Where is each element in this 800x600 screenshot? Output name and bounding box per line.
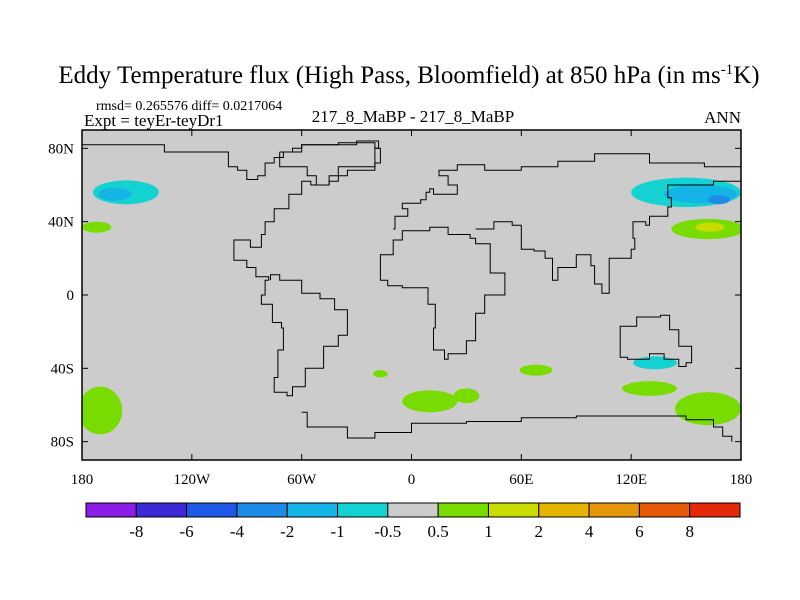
y-tick-label: 40S <box>51 361 74 377</box>
antarctic-outline <box>301 411 733 442</box>
region-south-pacific-east-green-1 <box>622 381 677 396</box>
contour-regions <box>82 177 741 435</box>
center-label: 217_8_MaBP - 217_8_MaBP <box>312 107 514 126</box>
colorbar-box <box>689 502 741 518</box>
colorbar-box <box>236 502 288 518</box>
x-tick-label: 0 <box>408 472 416 488</box>
stats-text: rmsd= 0.265576 diff= 0.0217064 <box>96 99 282 114</box>
colorbar-box <box>588 502 640 518</box>
region-south-atlantic-green-2 <box>402 390 458 413</box>
colorbar-box <box>387 502 439 518</box>
colorbar-box <box>286 502 339 518</box>
asia-south-outline <box>475 174 741 294</box>
region-south-pacific-west-green <box>82 386 123 435</box>
greenland-outline <box>279 140 380 186</box>
colorbar-box <box>186 502 238 518</box>
region-south-atlantic-green-3 <box>453 388 480 404</box>
region-south-indian-green <box>519 364 553 376</box>
region-south-atlantic-green-1 <box>373 370 388 378</box>
x-tick-label: 180 <box>730 472 753 488</box>
colorbar-label: -1 <box>330 522 344 541</box>
colorbar-box <box>85 502 137 518</box>
eurasia-outline <box>393 153 741 230</box>
colorbar-label: 4 <box>585 522 594 541</box>
region-north-pacific-west-green <box>82 221 112 233</box>
x-tick-label: 180 <box>71 472 94 488</box>
region-north-pacific-east-core <box>708 195 731 205</box>
axis-ticks: 180 120W 60W 0 60E 120E 180 80N 40N 0 40S 80S <box>48 130 752 488</box>
colorbar-label: -8 <box>129 522 143 541</box>
colorbar-box <box>487 502 540 518</box>
map-background <box>82 130 741 460</box>
colorbar-label: -0.5 <box>374 522 401 541</box>
chart-title: Eddy Temperature flux (High Pass, Bloomf… <box>58 62 759 89</box>
region-south-pacific-east-green-2 <box>675 392 741 426</box>
colorbar-box <box>538 502 590 518</box>
y-tick-label: 0 <box>67 288 75 304</box>
africa-outline <box>379 226 506 360</box>
colorbar-label: 8 <box>685 522 694 541</box>
region-north-pacific-west-blue <box>98 187 132 201</box>
colorbar-label: -6 <box>180 522 194 541</box>
x-tick-label: 60W <box>287 472 317 488</box>
right-label: ANN <box>704 108 741 127</box>
coastlines <box>82 140 741 442</box>
colorbar-label: 1 <box>484 522 493 541</box>
south-america-outline <box>260 274 348 397</box>
colorbar-box <box>337 502 389 518</box>
x-tick-label: 60E <box>509 472 533 488</box>
colorbar-label: -4 <box>230 522 245 541</box>
region-north-pacific-east-yellow <box>695 222 725 232</box>
region-south-indian-cyan <box>632 356 677 370</box>
colorbar-label: 0.5 <box>428 522 449 541</box>
colorbar-label: 6 <box>635 522 644 541</box>
colorbar-label: -2 <box>280 522 294 541</box>
colorbar-box <box>437 502 489 518</box>
colorbar: -8 -6 -4 -2 -1 -0.5 0.5 1 2 4 6 8 <box>85 502 741 541</box>
colorbar-box <box>638 502 691 518</box>
colorbar-label: 2 <box>535 522 544 541</box>
y-tick-label: 80S <box>51 435 74 451</box>
y-tick-label: 80N <box>48 141 74 157</box>
x-tick-label: 120E <box>615 472 647 488</box>
x-tick-label: 120W <box>173 472 211 488</box>
colorbar-box <box>135 502 188 518</box>
y-tick-label: 40N <box>48 215 74 231</box>
australia-outline <box>619 314 693 367</box>
left-label: Expt = teyEr-teyDr1 <box>84 111 224 130</box>
